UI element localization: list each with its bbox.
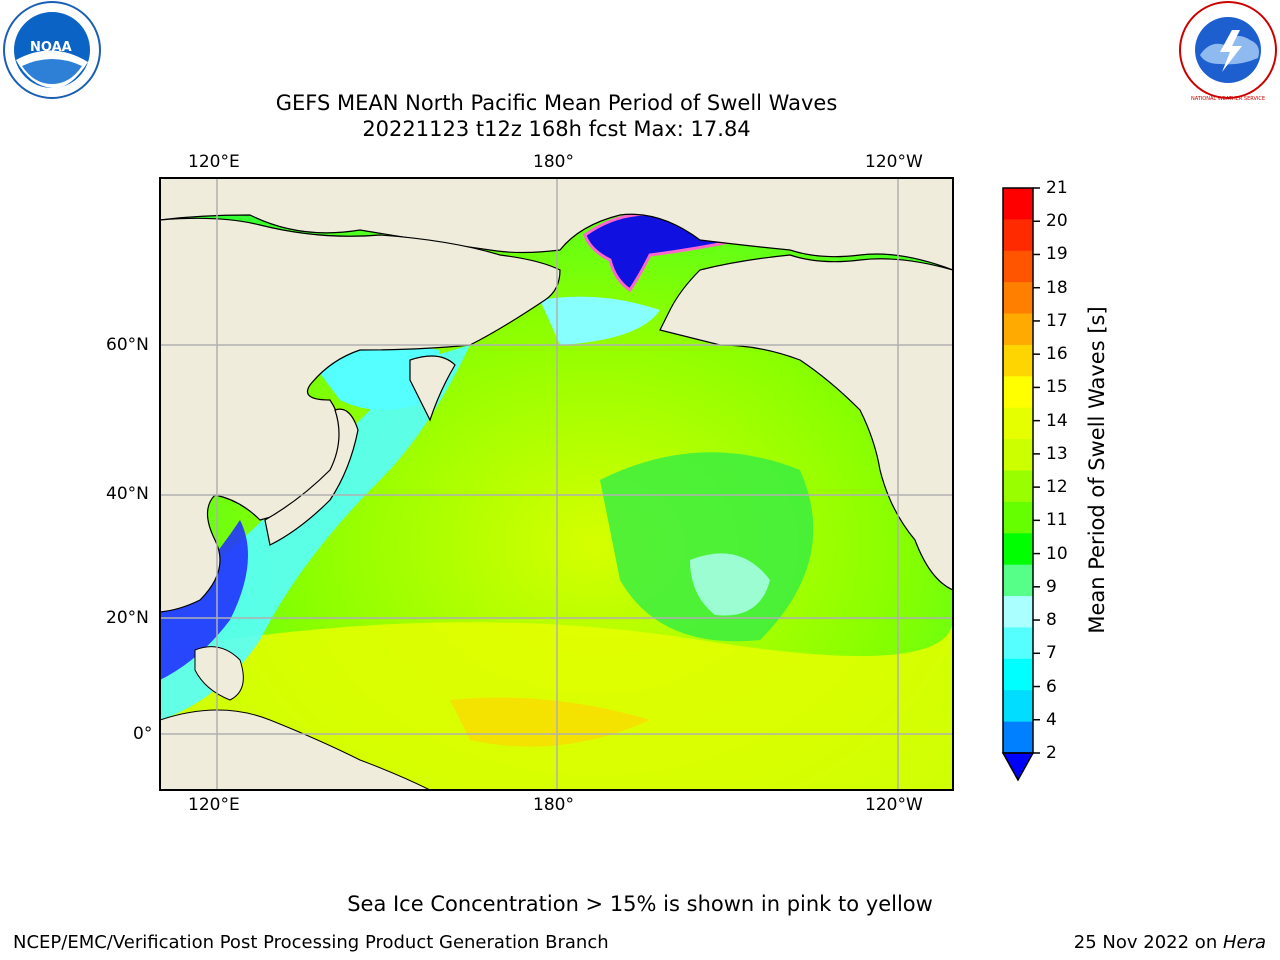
western-low-period-region bbox=[160, 520, 248, 680]
colorbar-segment bbox=[1003, 219, 1033, 252]
colorbar-tick-marks bbox=[1033, 187, 1040, 754]
colorbar-segment bbox=[1003, 470, 1033, 503]
colorbar-segment bbox=[1003, 533, 1033, 566]
map-frame bbox=[159, 177, 954, 791]
okhotsk-region bbox=[310, 346, 440, 410]
colorbar-tick-label: 17 bbox=[1046, 310, 1068, 331]
colorbar-tick-label: 9 bbox=[1046, 576, 1057, 597]
colorbar-segment bbox=[1003, 658, 1033, 691]
lon-label-bottom-180: 180° bbox=[533, 795, 574, 815]
colorbar-tick-label: 15 bbox=[1046, 377, 1068, 398]
colorbar-tick-label: 18 bbox=[1046, 277, 1068, 298]
colorbar-segment bbox=[1003, 439, 1033, 471]
colorbar-label: Mean Period of Swell Waves [s] bbox=[1085, 306, 1109, 634]
colorbar-tick-label: 10 bbox=[1046, 543, 1068, 564]
noaa-logo-text: NOAA bbox=[30, 40, 72, 55]
colorbar-tick-label: 14 bbox=[1046, 410, 1068, 431]
graticule bbox=[160, 178, 953, 790]
colorbar-tick-label: 4 bbox=[1046, 709, 1057, 730]
footer-host: Hera bbox=[1222, 932, 1266, 953]
colorbar bbox=[1003, 188, 1033, 754]
colorbar-segment bbox=[1003, 250, 1033, 283]
footer-branch: NCEP/EMC/Verification Post Processing Pr… bbox=[13, 932, 609, 953]
nws-logo bbox=[1179, 1, 1277, 99]
colorbar-tick-label: 2 bbox=[1046, 743, 1057, 763]
lon-label-bottom-120e: 120°E bbox=[188, 795, 240, 815]
colorbar-segment bbox=[1003, 407, 1033, 440]
footer-date: 25 Nov 2022 on Hera bbox=[1074, 932, 1266, 954]
lon-label-top-180: 180° bbox=[533, 152, 574, 172]
colorbar-segment bbox=[1003, 564, 1033, 597]
colorbar-under-arrow bbox=[1001, 752, 1035, 782]
colorbar-tick-label: 8 bbox=[1046, 610, 1057, 631]
chart-title-line1: GEFS MEAN North Pacific Mean Period of S… bbox=[275, 91, 838, 115]
colorbar-segment bbox=[1003, 627, 1033, 660]
colorbar-segment bbox=[1003, 721, 1033, 754]
colorbar-tick-label: 12 bbox=[1046, 477, 1068, 498]
philippines-land bbox=[194, 646, 244, 701]
colorbar-tick-label: 13 bbox=[1046, 443, 1068, 464]
colorbar-tick-label: 21 bbox=[1046, 178, 1068, 198]
japan-land bbox=[264, 408, 359, 546]
colorbar-tick-label: 20 bbox=[1046, 211, 1068, 232]
noaa-logo bbox=[3, 1, 101, 99]
colorbar-segment bbox=[1003, 376, 1033, 409]
colorbar-segment bbox=[1003, 282, 1033, 315]
colorbar-segment bbox=[1003, 188, 1033, 220]
colorbar-tick-label: 6 bbox=[1046, 676, 1057, 697]
map-field bbox=[160, 178, 953, 790]
lat-label-60n: 60°N bbox=[106, 335, 149, 355]
colorbar-segment bbox=[1003, 690, 1033, 723]
central-cyan-patch bbox=[690, 553, 770, 616]
colorbar-tick-label: 7 bbox=[1046, 643, 1057, 664]
footer-date-text: 25 Nov 2022 on bbox=[1073, 932, 1223, 953]
colorbar-tick-label: 19 bbox=[1046, 244, 1068, 265]
nws-logo-text: NATIONAL WEATHER SERVICE bbox=[1190, 96, 1266, 102]
lon-label-top-120w: 120°W bbox=[865, 152, 923, 172]
lat-label-40n: 40°N bbox=[106, 484, 149, 504]
sea-ice-note: Sea Ice Concentration > 15% is shown in … bbox=[347, 892, 933, 916]
lon-label-bottom-120w: 120°W bbox=[865, 795, 923, 815]
asia-land bbox=[160, 217, 561, 613]
colorbar-segment bbox=[1003, 344, 1033, 377]
lat-label-0: 0° bbox=[133, 724, 153, 744]
colorbar-segment bbox=[1003, 501, 1033, 534]
chart-title-line2: 20221123 t12z 168h fcst Max: 17.84 bbox=[362, 117, 751, 141]
lat-label-20n: 20°N bbox=[106, 608, 149, 628]
western-short-period-region bbox=[160, 345, 470, 720]
lon-label-top-120e: 120°E bbox=[188, 152, 240, 172]
colorbar-tick-label: 16 bbox=[1046, 344, 1068, 365]
colorbar-frame bbox=[1002, 187, 1034, 754]
colorbar-tick-label: 11 bbox=[1046, 510, 1068, 531]
north-america-land bbox=[659, 254, 953, 591]
bering-region bbox=[540, 296, 660, 345]
kamchatka-land bbox=[409, 355, 456, 422]
colorbar-segment bbox=[1003, 596, 1033, 628]
colorbar-segment bbox=[1003, 313, 1033, 346]
maritime-continent-land bbox=[160, 709, 431, 790]
